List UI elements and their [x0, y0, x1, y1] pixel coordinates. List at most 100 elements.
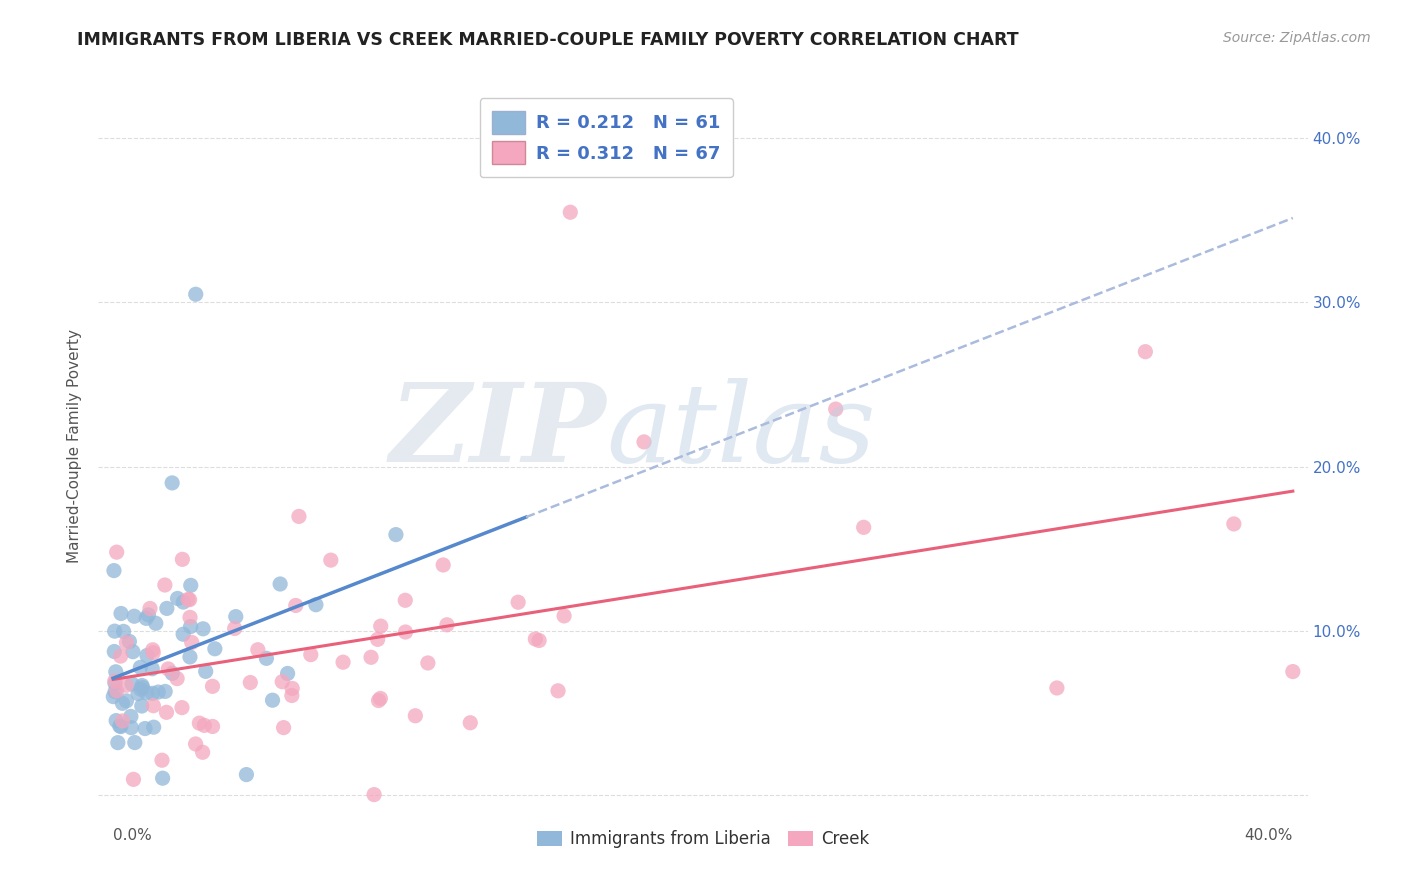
Point — [141, 686, 163, 700]
Point — [172, 595, 194, 609]
Point — [156, 601, 179, 615]
Point — [416, 656, 439, 670]
Point — [180, 578, 202, 592]
Point — [1223, 516, 1246, 531]
Point — [104, 673, 127, 688]
Point — [394, 593, 416, 607]
Point — [824, 402, 846, 417]
Point — [188, 716, 211, 731]
Point — [281, 681, 304, 696]
Point — [105, 714, 128, 728]
Point — [131, 698, 153, 713]
Point — [363, 788, 385, 802]
Point — [115, 635, 138, 649]
Point — [404, 708, 426, 723]
Legend: Immigrants from Liberia, Creek: Immigrants from Liberia, Creek — [530, 824, 876, 855]
Point — [111, 714, 134, 728]
Point — [524, 632, 547, 646]
Point — [103, 690, 125, 704]
Point — [142, 642, 165, 657]
Point — [360, 650, 382, 665]
Point — [129, 682, 152, 697]
Point — [145, 616, 167, 631]
Point — [152, 771, 174, 785]
Point — [127, 687, 149, 701]
Point — [104, 685, 127, 699]
Point — [179, 592, 201, 607]
Point — [170, 700, 193, 714]
Point — [166, 672, 188, 686]
Point — [633, 434, 655, 449]
Point — [148, 685, 170, 699]
Point — [172, 627, 194, 641]
Point — [235, 767, 257, 781]
Point — [370, 619, 392, 633]
Point — [239, 675, 262, 690]
Point — [105, 684, 128, 698]
Point — [131, 679, 153, 693]
Point — [1282, 665, 1305, 679]
Point — [394, 625, 416, 640]
Point — [129, 660, 152, 674]
Point — [124, 735, 146, 749]
Point — [180, 619, 202, 633]
Point — [191, 745, 214, 759]
Point — [121, 645, 143, 659]
Point — [105, 545, 128, 559]
Point — [120, 709, 142, 723]
Point — [225, 609, 247, 624]
Point — [142, 698, 165, 713]
Point — [191, 622, 214, 636]
Point — [852, 520, 875, 534]
Point — [201, 719, 224, 733]
Point — [153, 578, 176, 592]
Point — [110, 649, 132, 664]
Point — [319, 553, 342, 567]
Point — [160, 475, 183, 490]
Point — [224, 622, 246, 636]
Point — [299, 648, 322, 662]
Point — [104, 624, 127, 639]
Point — [131, 681, 153, 695]
Point — [115, 678, 138, 692]
Text: ZIP: ZIP — [389, 378, 606, 485]
Point — [172, 552, 194, 566]
Point — [108, 719, 131, 733]
Text: Source: ZipAtlas.com: Source: ZipAtlas.com — [1223, 31, 1371, 45]
Point — [1135, 344, 1157, 359]
Point — [184, 287, 207, 301]
Point — [120, 721, 142, 735]
Point — [385, 527, 408, 541]
Point — [141, 662, 163, 676]
Point — [277, 666, 299, 681]
Point — [135, 686, 157, 700]
Point — [246, 642, 269, 657]
Point — [104, 676, 127, 690]
Y-axis label: Married-Couple Family Poverty: Married-Couple Family Poverty — [67, 329, 83, 563]
Point — [367, 693, 389, 707]
Point — [273, 721, 295, 735]
Point — [262, 693, 284, 707]
Point — [180, 635, 202, 649]
Point — [194, 665, 217, 679]
Point — [1046, 681, 1069, 695]
Point — [179, 610, 201, 624]
Point — [177, 592, 200, 607]
Point — [527, 633, 550, 648]
Point — [179, 649, 201, 664]
Text: 0.0%: 0.0% — [112, 828, 152, 843]
Point — [271, 674, 294, 689]
Point — [150, 753, 173, 767]
Point — [370, 691, 392, 706]
Point — [103, 564, 125, 578]
Point — [122, 609, 145, 624]
Point — [121, 677, 143, 691]
Point — [155, 706, 177, 720]
Point — [135, 611, 157, 625]
Point — [112, 624, 135, 639]
Point — [115, 694, 138, 708]
Point — [560, 205, 582, 219]
Point — [118, 634, 141, 648]
Point — [107, 736, 129, 750]
Point — [254, 651, 277, 665]
